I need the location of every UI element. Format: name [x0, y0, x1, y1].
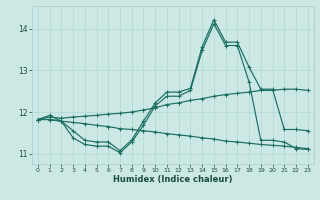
X-axis label: Humidex (Indice chaleur): Humidex (Indice chaleur)	[113, 175, 233, 184]
